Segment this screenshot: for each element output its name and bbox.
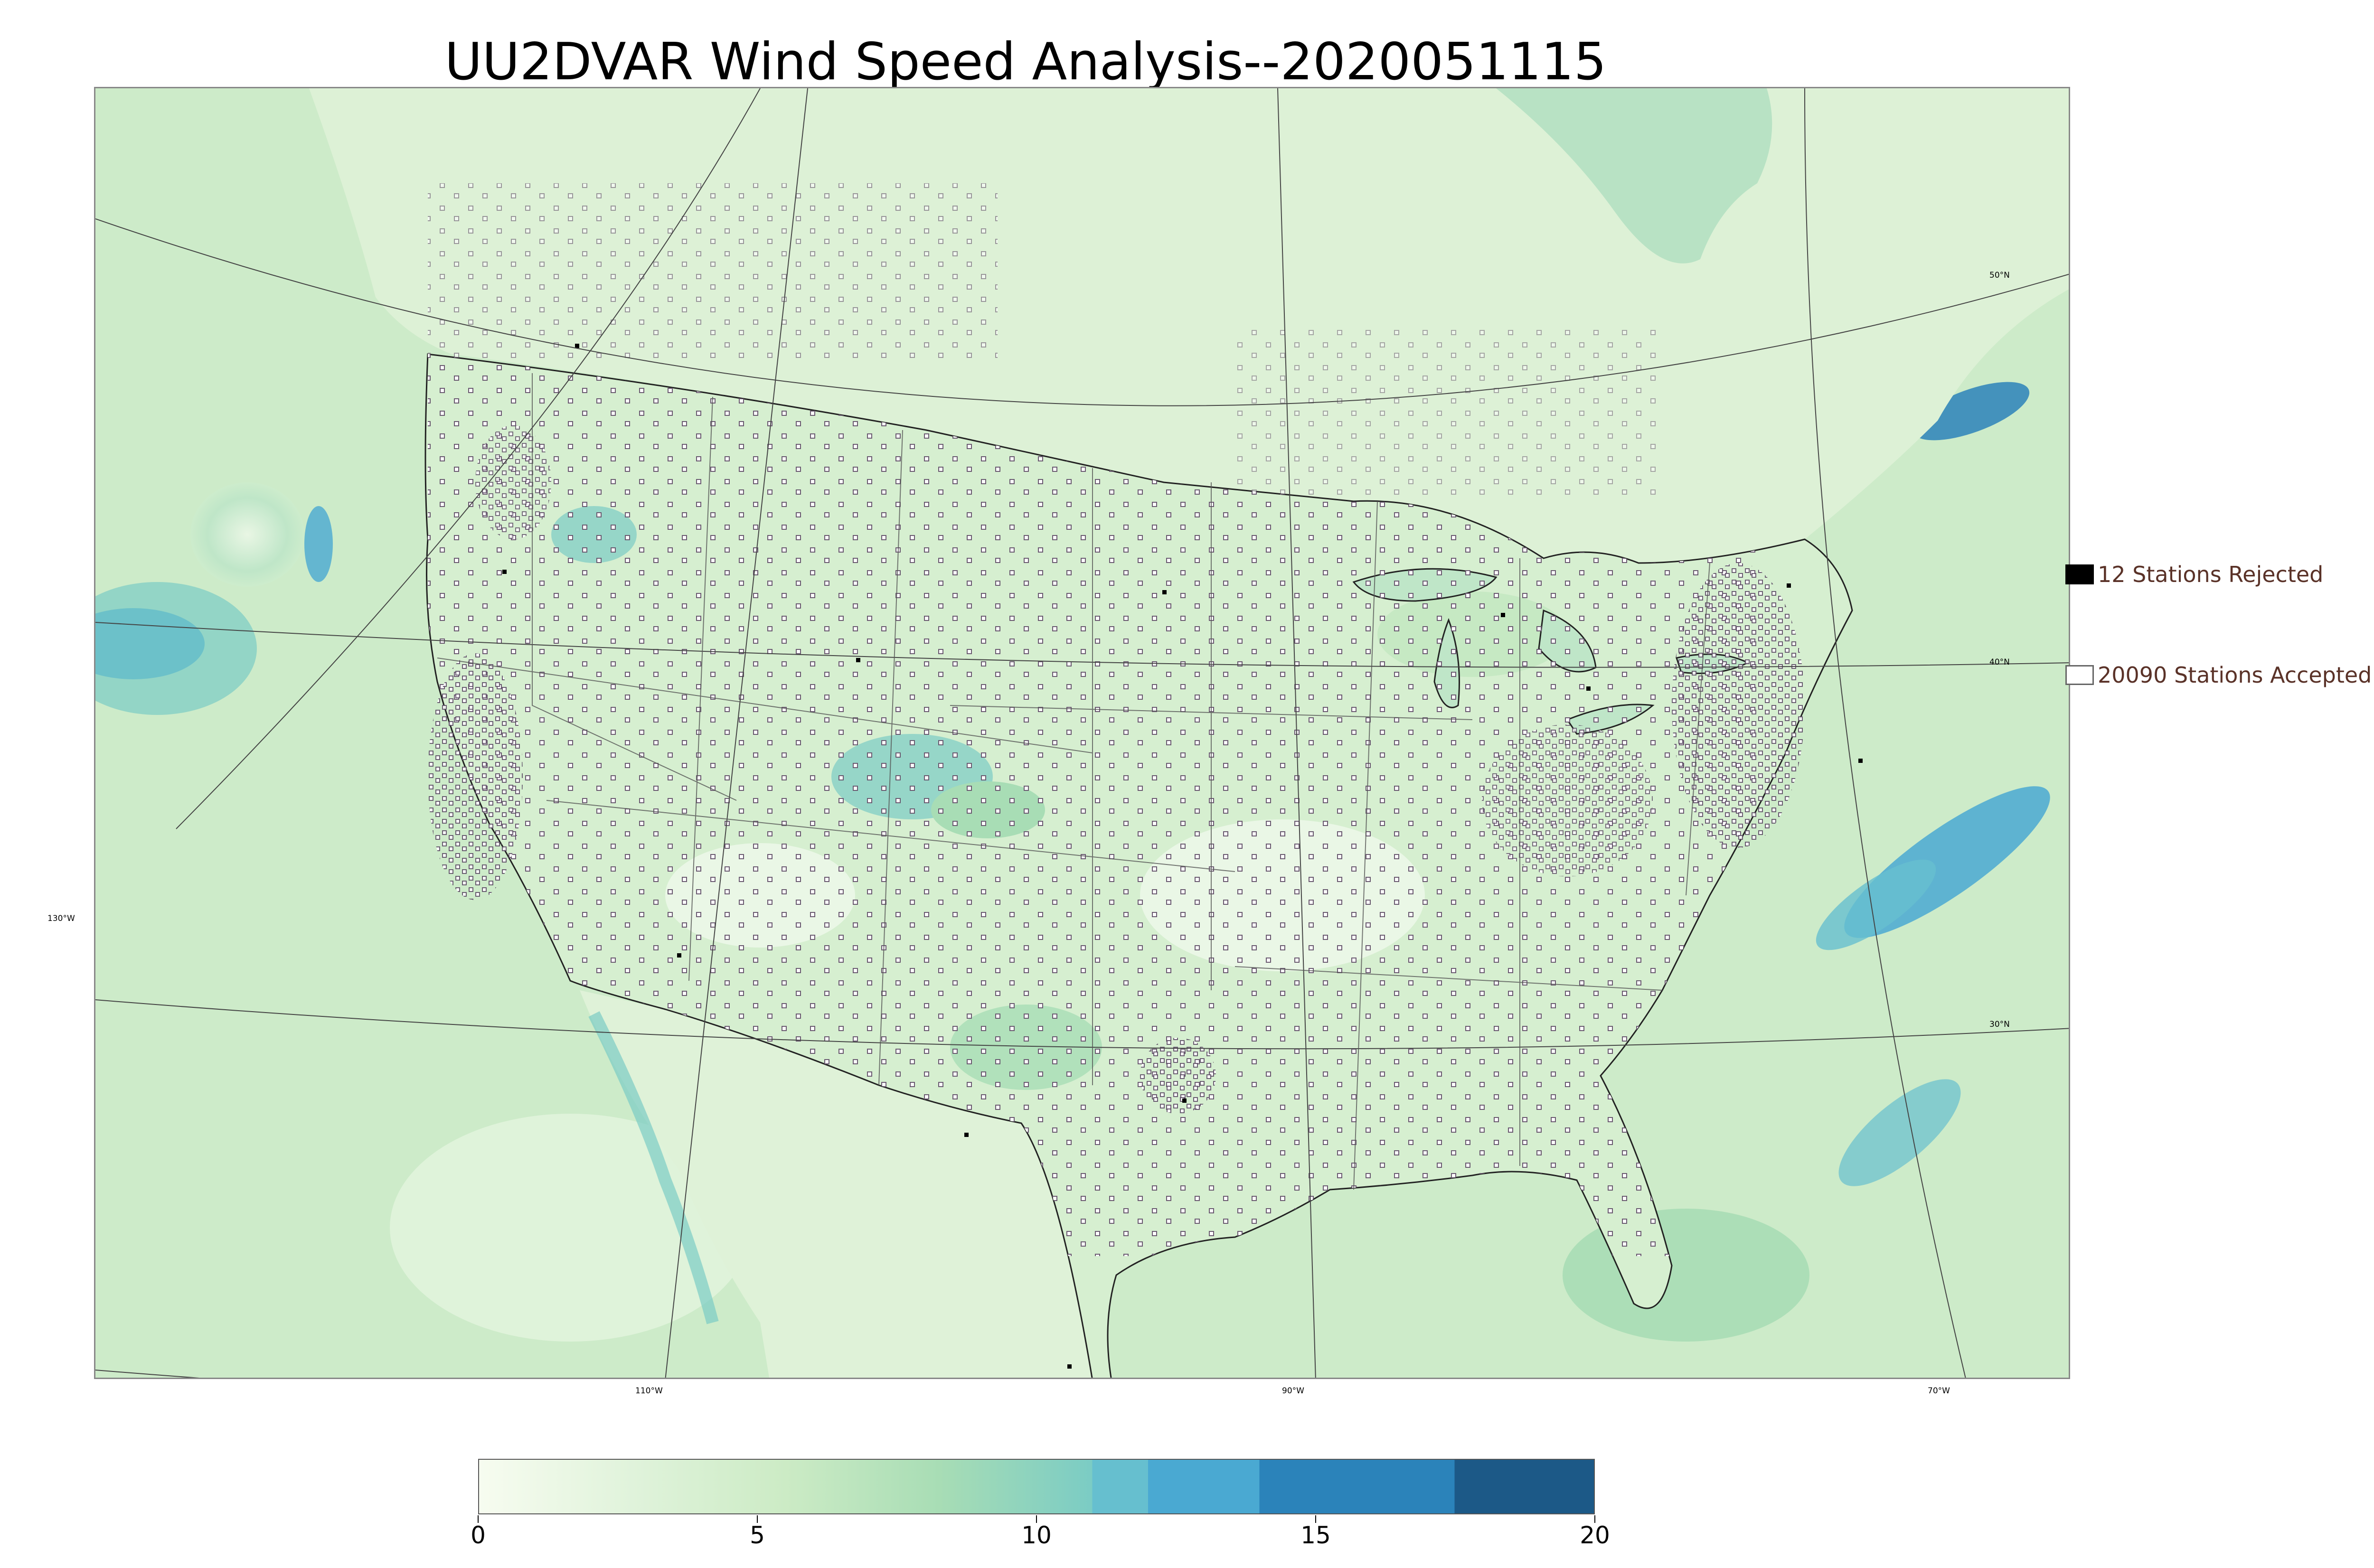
graticule: [95, 88, 2069, 1378]
map-title: UU2DVAR Wind Speed Analysis--2020051115: [444, 32, 1607, 92]
map-canvas: [95, 88, 2069, 1378]
hudson-bay: [1496, 88, 1772, 263]
colorbar-tick: [1315, 1515, 1316, 1523]
lon-130W-line: [176, 88, 761, 829]
lat-30N: [95, 999, 2069, 1050]
wind-speed-map: [94, 87, 2070, 1379]
colorbar-tick-label: 5: [750, 1521, 765, 1549]
lat-label-40n: 40°N: [1989, 657, 2010, 667]
dense-stations-texas: [1140, 1038, 1216, 1114]
dense-stations-ohio-valley: [1482, 724, 1653, 876]
colorbar-tick-label: 10: [1021, 1521, 1052, 1549]
rejected-swatch: [2065, 564, 2094, 584]
colorbar-tick: [478, 1515, 479, 1523]
lat-label-30n: 30°N: [1989, 1020, 2010, 1029]
legend-accepted: 20090 Stations Accepted: [2065, 662, 2372, 688]
colorbar-tick: [757, 1515, 758, 1523]
dense-stations-east-coast: [1672, 563, 1805, 848]
dense-stations-pacific-nw: [475, 425, 551, 539]
wind-speed-colorbar: [478, 1459, 1595, 1514]
lat-40N: [95, 622, 2069, 668]
lat-50N: [95, 218, 2069, 406]
colorbar-tick-label: 15: [1300, 1521, 1331, 1549]
colorbar-tick-label: 0: [471, 1521, 486, 1549]
lon-90W: [1277, 88, 1316, 1378]
colorbar-tick: [1036, 1515, 1037, 1523]
lon-label-90w: 90°W: [1282, 1386, 1304, 1396]
colorbar-tick-label: 20: [1580, 1521, 1610, 1549]
rejected-label: 12 Stations Rejected: [2098, 562, 2324, 587]
lon-label-130w: 130°W: [47, 914, 75, 923]
accepted-station-markers-canada: [428, 183, 998, 364]
accepted-label: 20090 Stations Accepted: [2098, 662, 2372, 688]
state-borders: [437, 373, 1710, 1190]
dense-stations-california: [428, 653, 523, 900]
legend-rejected: 12 Stations Rejected: [2065, 562, 2323, 587]
lat-label-50n: 50°N: [1989, 271, 2010, 280]
lon-label-70w: 70°W: [1928, 1386, 1950, 1396]
rejected-station-markers: [502, 344, 1863, 1369]
lon-110W: [665, 88, 808, 1378]
lon-label-110w: 110°W: [635, 1386, 663, 1396]
colorbar-tick: [1594, 1515, 1595, 1523]
lon-70W: [1804, 88, 1966, 1378]
mexico-landmass: [580, 990, 1100, 1378]
accepted-swatch: [2065, 665, 2094, 685]
